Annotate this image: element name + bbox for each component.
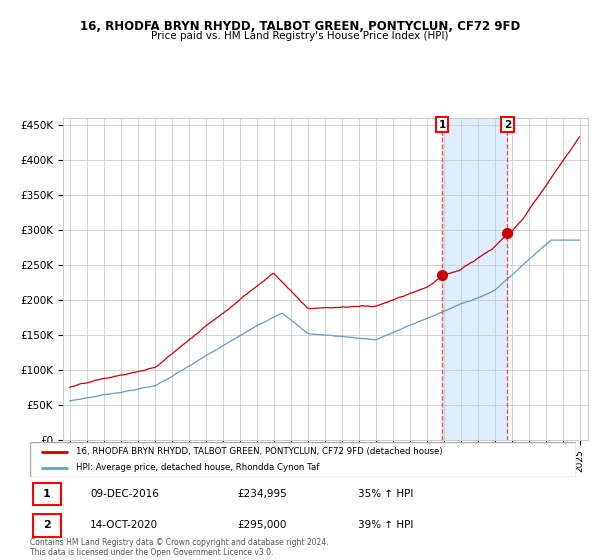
Text: Contains HM Land Registry data © Crown copyright and database right 2024.
This d: Contains HM Land Registry data © Crown c… [30, 538, 329, 557]
FancyBboxPatch shape [33, 515, 61, 537]
Text: 14-OCT-2020: 14-OCT-2020 [90, 520, 158, 530]
Text: £234,995: £234,995 [238, 489, 287, 499]
Text: Price paid vs. HM Land Registry's House Price Index (HPI): Price paid vs. HM Land Registry's House … [151, 31, 449, 41]
FancyBboxPatch shape [33, 483, 61, 505]
Text: 35% ↑ HPI: 35% ↑ HPI [358, 489, 413, 499]
Text: £295,000: £295,000 [238, 520, 287, 530]
Bar [442, 118, 507, 440]
FancyBboxPatch shape [30, 442, 576, 477]
Text: 2: 2 [503, 120, 511, 129]
Text: 1: 1 [43, 489, 51, 499]
Text: 09-DEC-2016: 09-DEC-2016 [90, 489, 159, 499]
Text: 2: 2 [43, 520, 51, 530]
Text: 16, RHODFA BRYN RHYDD, TALBOT GREEN, PONTYCLUN, CF72 9FD: 16, RHODFA BRYN RHYDD, TALBOT GREEN, PON… [80, 20, 520, 32]
Text: 1: 1 [439, 120, 446, 129]
Text: 39% ↑ HPI: 39% ↑ HPI [358, 520, 413, 530]
Text: HPI: Average price, detached house, Rhondda Cynon Taf: HPI: Average price, detached house, Rhon… [76, 463, 320, 472]
Text: 16, RHODFA BRYN RHYDD, TALBOT GREEN, PONTYCLUN, CF72 9FD (detached house): 16, RHODFA BRYN RHYDD, TALBOT GREEN, PON… [76, 447, 443, 456]
